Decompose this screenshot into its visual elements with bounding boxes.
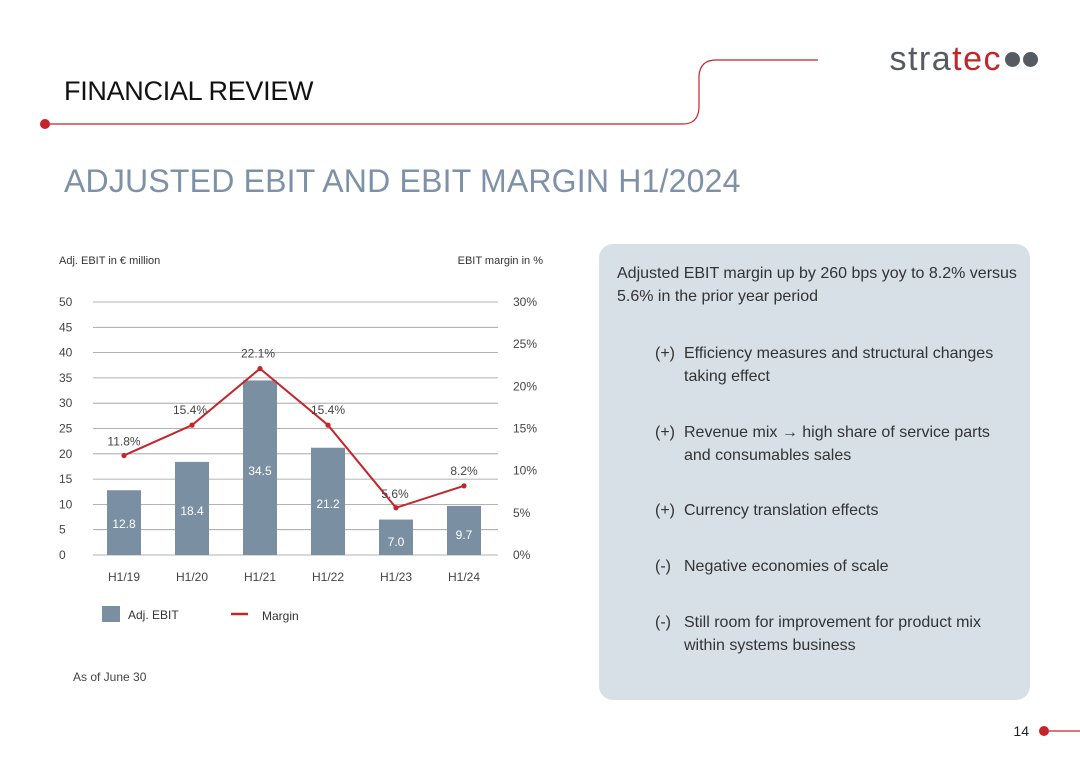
x-tick-label: H1/22: [312, 570, 344, 584]
x-tick-label: H1/20: [176, 570, 208, 584]
legend-label-line: Margin: [262, 609, 299, 623]
page-line-dot: [1039, 726, 1049, 736]
bullet-item: (+) Efficiency measures and structural ch…: [655, 342, 1005, 388]
bullet-text: Revenue mix → high share of service part…: [684, 424, 990, 464]
left-tick-label: 45: [59, 320, 73, 334]
ebit-chart: Adj. EBIT in € million EBIT margin in % 0 5…: [59, 255, 544, 623]
bullet-item: (+) Currency translation effects: [655, 499, 1005, 522]
bullet-marker: (-): [655, 558, 671, 575]
bar-value-label: 34.5: [248, 464, 272, 478]
left-tick-label: 10: [59, 497, 73, 511]
bar-value-label: 18.4: [180, 504, 204, 518]
right-tick-label: 15%: [513, 422, 537, 436]
bullet-text: Currency translation effects: [684, 502, 879, 519]
bullet-item: (-) Negative economies of scale: [655, 555, 1005, 578]
right-tick-label: 30%: [513, 295, 537, 309]
margin-value-label: 22.1%: [241, 347, 275, 361]
margin-point: [257, 366, 263, 372]
panel-headline: Adjusted EBIT margin up by 260 bps yoy t…: [617, 265, 1017, 305]
bar: [447, 505, 481, 555]
margin-value-label: 8.2%: [450, 464, 478, 478]
bullet-text: Efficiency measures and structural chang…: [684, 345, 994, 385]
margin-point: [189, 422, 195, 428]
bar: [243, 380, 277, 555]
margin-value-label: 15.4%: [311, 403, 345, 417]
margin-value-label: 5.6%: [381, 487, 409, 501]
margin-value-label: 11.8%: [107, 434, 140, 448]
left-axis-title: Adj. EBIT in € million: [59, 255, 160, 267]
bullet-text: Negative economies of scale: [684, 558, 889, 575]
right-tick-label: 5%: [513, 506, 531, 520]
left-tick-label: 50: [59, 295, 73, 309]
bar: [311, 447, 345, 555]
logo-dot: [1005, 51, 1020, 67]
page-number: 14: [1013, 723, 1029, 739]
left-tick-label: 30: [59, 396, 73, 410]
margin-line: [123, 367, 465, 509]
stratec-logo: stratec: [889, 40, 1038, 79]
margin-point: [325, 422, 331, 428]
legend-swatch-bar: [102, 606, 120, 622]
right-tick-label: 10%: [513, 464, 537, 478]
left-tick-label: 25: [59, 422, 73, 436]
left-tick-label: 0: [59, 548, 66, 562]
commentary-panel: [599, 244, 1030, 700]
logo-dot: [1023, 51, 1038, 67]
bullet-marker: (+): [655, 502, 675, 519]
bullet-text: Still room for improvement for product m…: [684, 614, 981, 654]
right-tick-label: 25%: [513, 337, 537, 351]
x-tick-label: H1/21: [244, 570, 276, 584]
left-tick-label: 15: [59, 472, 73, 486]
bullet-marker: (+): [655, 424, 675, 441]
bar: [107, 490, 141, 555]
margin-point: [121, 452, 127, 459]
left-tick-label: 40: [59, 346, 73, 360]
margin-value-label: 15.4%: [173, 403, 207, 417]
margin-point: [393, 505, 399, 511]
left-tick-label: 35: [59, 371, 73, 385]
left-tick-label: 5: [59, 523, 66, 537]
x-tick-label: H1/23: [380, 570, 412, 584]
header-line-dot: [40, 119, 50, 129]
as-of-note: As of June 30: [73, 670, 147, 684]
logo-text-accent: tec: [952, 40, 1002, 78]
bullet-item: (-) Still room for improvement for produc…: [655, 611, 1005, 657]
bullet-item: (+) Revenue mix → high share of service p…: [655, 421, 1005, 467]
right-tick-label: 20%: [513, 379, 537, 393]
x-tick-label: H1/24: [448, 570, 480, 584]
bar-value-label: 12.8: [112, 517, 136, 531]
bar: [379, 519, 413, 555]
x-tick-label: H1/19: [108, 570, 140, 584]
bar-value-label: 7.0: [388, 535, 405, 549]
right-tick-label: 0%: [513, 548, 531, 562]
section-title: FINANCIAL REVIEW: [64, 76, 314, 106]
logo-text-main: stra: [889, 40, 953, 78]
left-tick-label: 20: [59, 447, 73, 461]
slide-title: ADJUSTED EBIT AND EBIT MARGIN H1/2024: [64, 163, 741, 199]
header-line: [50, 59, 818, 125]
bullet-marker: (+): [655, 345, 675, 362]
bar: [175, 461, 209, 555]
bar-value-label: 21.2: [316, 497, 340, 511]
margin-point: [461, 483, 467, 489]
right-axis-title: EBIT margin in %: [458, 255, 544, 267]
bar-value-label: 9.7: [456, 528, 473, 542]
bullet-marker: (-): [655, 614, 671, 631]
legend-label-bar: Adj. EBIT: [128, 608, 179, 622]
